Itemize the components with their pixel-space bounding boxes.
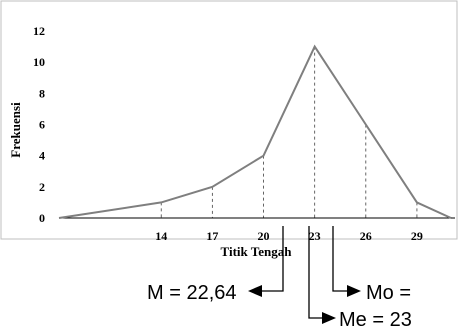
median-label: Me = 23 [339, 309, 412, 331]
mean-arrowhead [248, 285, 262, 297]
y-tick-label: 2 [39, 180, 45, 194]
median-arrowhead [322, 312, 336, 324]
y-tick-label: 12 [33, 24, 45, 38]
y-axis-title: Frekuensi [8, 102, 23, 158]
y-tick-label: 10 [33, 55, 45, 69]
x-tick-label: 20 [258, 229, 270, 243]
x-axis-title: Titik Tengah [221, 244, 293, 259]
x-tick-label: 17 [206, 229, 218, 243]
chart-frame [0, 0, 458, 240]
y-tick-label: 6 [39, 118, 45, 132]
x-tick-label: 29 [411, 229, 423, 243]
annotations: M = 22,64 Mo = Me = 23 [147, 226, 412, 331]
x-tick-labels: 14 17 20 23 26 29 [155, 229, 423, 243]
mode-connector [332, 226, 347, 292]
y-tick-labels: 0 2 4 6 8 10 12 [33, 24, 45, 225]
x-tick-label: 14 [155, 229, 167, 243]
median-connector [308, 226, 322, 319]
mode-arrowhead [347, 285, 361, 297]
mean-label: M = 22,64 [147, 282, 237, 304]
dashed-guides [160, 46, 418, 218]
y-tick-label: 8 [39, 86, 45, 100]
frequency-series-line [58, 44, 452, 219]
x-tick-label: 26 [360, 229, 372, 243]
mode-label: Mo = [366, 282, 411, 304]
y-tick-label: 4 [39, 149, 45, 163]
mean-connector [262, 226, 284, 292]
y-tick-label: 0 [39, 211, 45, 225]
x-tick-label: 23 [309, 229, 321, 243]
